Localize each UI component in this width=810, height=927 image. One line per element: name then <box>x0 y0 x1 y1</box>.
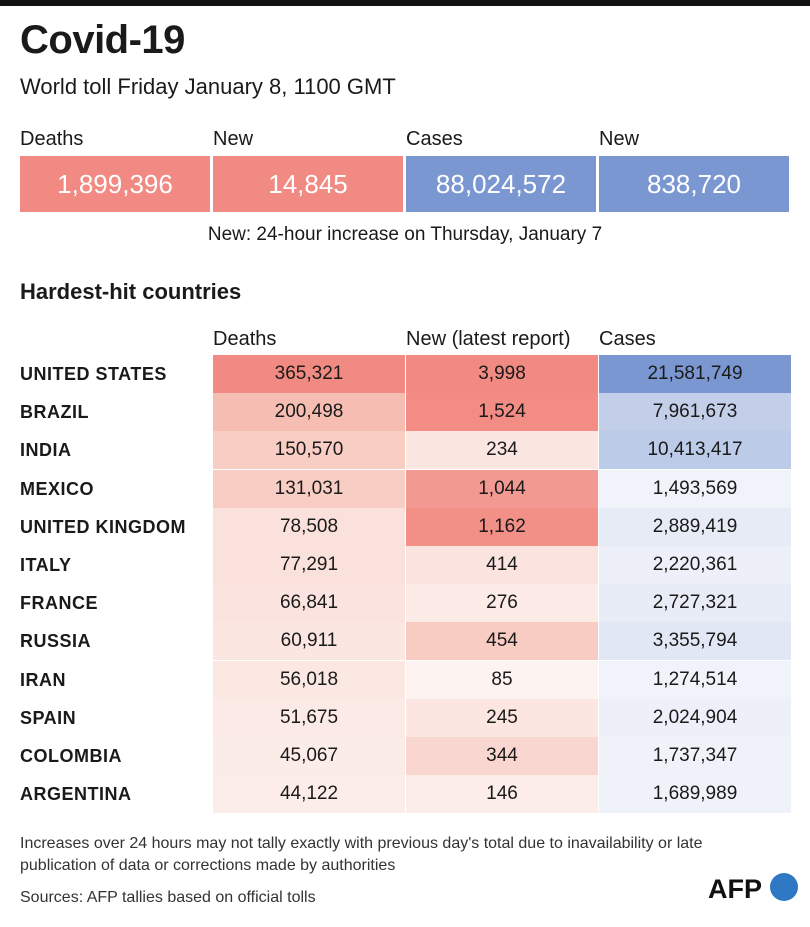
new-cell: 276 <box>406 584 598 623</box>
table-row: BRAZIL 200,498 1,524 7,961,673 <box>20 393 791 432</box>
summary-label-cases: Cases <box>406 128 463 150</box>
country-name: RUSSIA <box>20 631 92 652</box>
cases-cell: 1,689,989 <box>599 775 791 814</box>
deaths-cell: 150,570 <box>213 431 405 470</box>
summary-label-deaths: Deaths <box>20 128 84 150</box>
deaths-cell: 78,508 <box>213 507 405 546</box>
table-row: UNITED KINGDOM 78,508 1,162 2,889,419 <box>20 507 791 546</box>
table-row: MEXICO 131,031 1,044 1,493,569 <box>20 469 791 508</box>
cases-cell: 1,274,514 <box>599 660 791 699</box>
deaths-cell: 131,031 <box>213 469 405 508</box>
new-cell: 1,524 <box>406 393 598 432</box>
new-cell: 1,162 <box>406 507 598 546</box>
table-row: ARGENTINA 44,122 146 1,689,989 <box>20 775 791 814</box>
table-row: FRANCE 66,841 276 2,727,321 <box>20 584 791 623</box>
deaths-cell: 60,911 <box>213 622 405 661</box>
new-cell: 414 <box>406 546 598 584</box>
deaths-cell: 365,321 <box>213 355 405 393</box>
cases-cell: 21,581,749 <box>599 355 791 393</box>
summary-label-new-cases: New <box>599 128 640 150</box>
afp-logo-icon: AFP <box>708 873 798 904</box>
cases-cell: 1,493,569 <box>599 469 791 508</box>
table-row: SPAIN 51,675 245 2,024,904 <box>20 698 791 737</box>
footnote: Increases over 24 hours may not tally ex… <box>20 835 703 874</box>
new-cell: 146 <box>406 775 598 814</box>
country-name: IRAN <box>20 669 66 690</box>
country-name: ITALY <box>20 555 72 575</box>
country-name: COLOMBIA <box>20 746 122 766</box>
cases-cell: 2,220,361 <box>599 546 791 584</box>
cases-cell: 2,889,419 <box>599 507 791 546</box>
country-name: BRAZIL <box>20 402 89 423</box>
deaths-cell: 45,067 <box>213 737 405 775</box>
country-name: UNITED KINGDOM <box>20 516 186 537</box>
new-cell: 245 <box>406 698 598 737</box>
summary-note: New: 24-hour increase on Thursday, Janua… <box>207 224 603 245</box>
deaths-cell: 44,122 <box>213 775 405 814</box>
new-cell: 1,044 <box>406 469 598 508</box>
cases-cell: 7,961,673 <box>599 393 791 432</box>
country-name: INDIA <box>20 440 72 461</box>
deaths-cell: 66,841 <box>213 584 405 623</box>
new-cell: 234 <box>406 431 598 470</box>
country-name: ARGENTINA <box>20 784 132 805</box>
table-row: UNITED STATES 365,321 3,998 21,581,749 <box>20 355 791 393</box>
summary-value-cases: 88,024,572 <box>406 156 596 212</box>
table-row: IRAN 56,018 85 1,274,514 <box>20 660 791 699</box>
summary-label-new-deaths: New <box>213 128 254 150</box>
new-cell: 344 <box>406 737 598 775</box>
cases-cell: 10,413,417 <box>599 431 791 470</box>
chart-subtitle: World toll Friday January 8, 1100 GMT <box>20 74 396 99</box>
country-name: SPAIN <box>20 707 77 728</box>
cases-cell: 1,737,347 <box>599 737 791 775</box>
country-name: MEXICO <box>20 478 95 499</box>
summary-value-deaths: 1,899,396 <box>20 156 210 212</box>
new-cell: 85 <box>406 660 598 699</box>
section-title: Hardest-hit countries <box>20 279 242 304</box>
column-header-cases: Cases <box>599 328 656 350</box>
sources: Sources: AFP tallies based on official t… <box>20 889 316 906</box>
table-row: INDIA 150,570 234 10,413,417 <box>20 431 791 470</box>
cases-cell: 2,024,904 <box>599 698 791 737</box>
chart-title: Covid-19 <box>20 18 185 62</box>
table-row: COLOMBIA 45,067 344 1,737,347 <box>20 737 791 775</box>
country-name: FRANCE <box>20 593 98 614</box>
column-header-new: New (latest report) <box>406 328 571 350</box>
table-row: RUSSIA 60,911 454 3,355,794 <box>20 622 791 661</box>
table-row: ITALY 77,291 414 2,220,361 <box>20 546 791 584</box>
new-cell: 3,998 <box>406 355 598 393</box>
cases-cell: 3,355,794 <box>599 622 791 661</box>
svg-text:AFP: AFP <box>708 874 762 904</box>
column-header-deaths: Deaths <box>213 328 277 350</box>
new-cell: 454 <box>406 622 598 661</box>
country-name: UNITED STATES <box>20 364 167 384</box>
deaths-cell: 200,498 <box>213 393 405 432</box>
deaths-cell: 51,675 <box>213 698 405 737</box>
deaths-cell: 56,018 <box>213 660 405 699</box>
summary-value-new-cases: 838,720 <box>599 156 789 212</box>
cases-cell: 2,727,321 <box>599 584 791 623</box>
deaths-cell: 77,291 <box>213 546 405 584</box>
summary-value-new-deaths: 14,845 <box>213 156 403 212</box>
top-rule <box>0 0 810 6</box>
